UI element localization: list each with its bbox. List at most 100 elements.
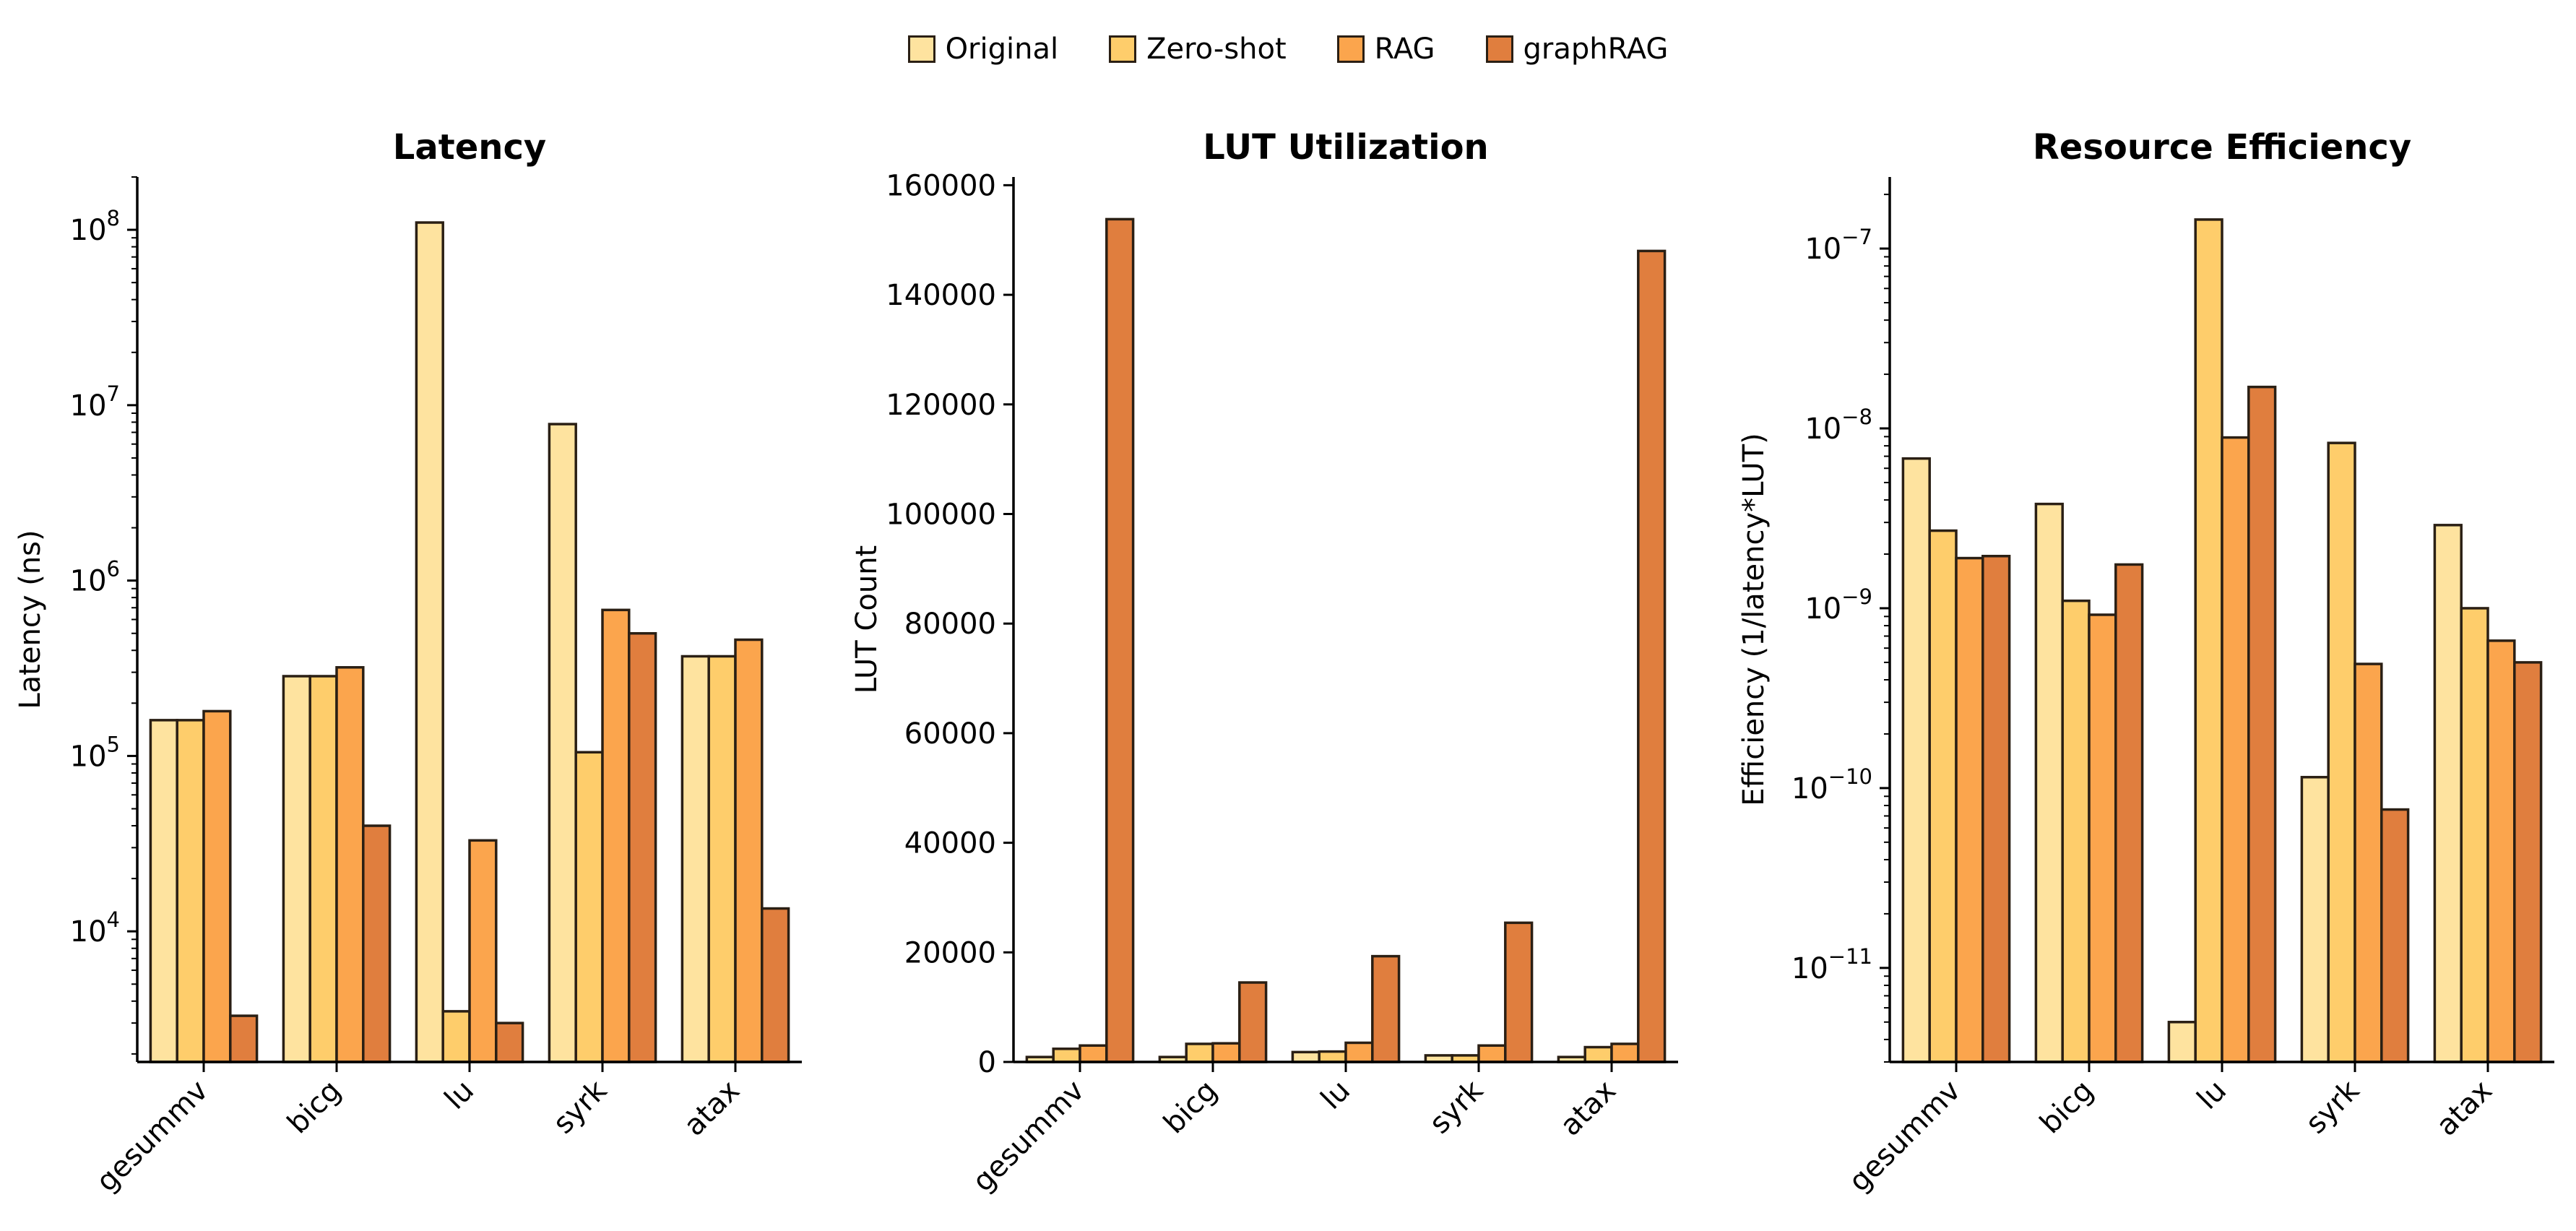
bar-resource-efficiency-lu-original <box>2167 1021 2197 1063</box>
y-tick-label-lut-utilization-8: 160000 <box>886 169 996 202</box>
bar-resource-efficiency-gesummv-rag <box>1955 556 1984 1063</box>
bar-lut-utilization-lu-graphrag <box>1371 954 1401 1063</box>
y-tick-label-resource-efficiency-0: 10−11 <box>1791 944 1872 985</box>
bar-resource-efficiency-syrk-rag <box>2354 662 2383 1063</box>
y-tick-label-lut-utilization-1: 20000 <box>904 936 996 969</box>
bar-lut-utilization-gesummv-graphrag <box>1105 217 1135 1063</box>
y-tick-label-latency-3: 107 <box>70 381 120 423</box>
bar-latency-bicg-rag <box>335 666 365 1063</box>
y-tick-label-latency-4: 108 <box>70 206 120 247</box>
y-tick-label-resource-efficiency-3: 10−8 <box>1805 405 1872 446</box>
x-tick-label-resource-efficiency-bicg: bicg <box>2033 1074 2100 1141</box>
bar-lut-utilization-bicg-rag <box>1211 1042 1241 1063</box>
bar-latency-gesummv-zero-shot <box>176 719 205 1063</box>
x-tick-label-lut-utilization-bicg: bicg <box>1157 1074 1224 1141</box>
x-tick-label-latency-syrk: syrk <box>547 1074 614 1141</box>
bar-lut-utilization-gesummv-rag <box>1079 1044 1108 1063</box>
legend-swatch-original <box>907 35 935 63</box>
bar-latency-gesummv-graphrag <box>229 1014 259 1063</box>
bar-lut-utilization-lu-original <box>1291 1050 1321 1063</box>
y-tick-label-resource-efficiency-1: 10−10 <box>1791 764 1872 805</box>
bar-resource-efficiency-bicg-original <box>2034 502 2064 1063</box>
x-tick-label-latency-lu: lu <box>438 1074 480 1116</box>
chart-legend: Original Zero-shot RAG graphRAG <box>0 29 2576 69</box>
bar-resource-efficiency-gesummv-graphrag <box>1981 554 2011 1063</box>
bar-latency-gesummv-original <box>149 719 178 1063</box>
bar-lut-utilization-bicg-graphrag <box>1238 981 1268 1063</box>
legend-item-zero-shot: Zero-shot <box>1109 33 1287 66</box>
y-tick-label-resource-efficiency-2: 10−9 <box>1805 584 1872 626</box>
y-tick-label-lut-utilization-6: 120000 <box>886 389 996 422</box>
bar-resource-efficiency-gesummv-original <box>1901 457 1931 1063</box>
y-tick-label-lut-utilization-0: 0 <box>978 1046 996 1079</box>
x-tick-label-latency-bicg: bicg <box>281 1074 347 1141</box>
panel-resource-efficiency: Resource Efficiency Efficiency (1/latency… <box>1737 127 2554 1198</box>
y-tick-label-resource-efficiency-4: 10−7 <box>1805 225 1872 266</box>
bar-latency-atax-rag <box>734 638 764 1063</box>
y-axis-label-latency: Latency (ns) <box>14 530 47 709</box>
bar-resource-efficiency-atax-rag <box>2486 639 2516 1063</box>
bar-lut-utilization-bicg-zero-shot <box>1185 1042 1214 1063</box>
bar-latency-lu-graphrag <box>495 1021 524 1063</box>
bar-resource-efficiency-lu-rag <box>2221 436 2250 1063</box>
bar-latency-atax-zero-shot <box>707 655 737 1063</box>
bar-latency-syrk-zero-shot <box>574 751 604 1063</box>
x-tick-label-lut-utilization-gesummv: gesummv <box>967 1074 1091 1198</box>
bar-latency-lu-zero-shot <box>441 1010 471 1063</box>
x-tick-label-resource-efficiency-lu: lu <box>2191 1074 2233 1116</box>
x-tick-label-resource-efficiency-syrk: syrk <box>2299 1074 2367 1141</box>
y-tick-label-lut-utilization-4: 80000 <box>904 608 996 641</box>
legend-item-rag: RAG <box>1336 33 1435 66</box>
bar-lut-utilization-syrk-rag <box>1477 1044 1507 1063</box>
bar-latency-syrk-rag <box>601 608 631 1063</box>
legend-item-original: Original <box>907 33 1059 66</box>
y-tick-label-lut-utilization-2: 40000 <box>904 827 996 860</box>
bar-lut-utilization-atax-graphrag <box>1637 249 1667 1063</box>
bar-latency-lu-original <box>415 221 444 1063</box>
bar-lut-utilization-atax-zero-shot <box>1583 1045 1613 1063</box>
legend-label-original: Original <box>945 33 1059 66</box>
bar-latency-syrk-original <box>548 423 577 1063</box>
y-axis-label-resource-efficiency: Efficiency (1/latency*LUT) <box>1737 433 1771 805</box>
y-tick-label-lut-utilization-3: 60000 <box>904 717 996 751</box>
bar-resource-efficiency-bicg-graphrag <box>2114 563 2144 1063</box>
x-tick-label-lut-utilization-atax: atax <box>1554 1074 1622 1143</box>
bar-latency-lu-rag <box>468 839 498 1063</box>
legend-swatch-rag <box>1336 35 1365 63</box>
y-tick-label-latency-0: 104 <box>70 907 120 949</box>
x-tick-label-resource-efficiency-gesummv: gesummv <box>1843 1074 1967 1198</box>
panel-lut-utilization: LUT Utilization LUT Count 0 20000 40000 60000… <box>850 127 1678 1198</box>
y-tick-label-latency-2: 106 <box>70 557 120 598</box>
bar-latency-atax-original <box>680 655 710 1063</box>
bar-resource-efficiency-syrk-zero-shot <box>2327 441 2356 1063</box>
y-tick-label-lut-utilization-7: 140000 <box>886 279 996 312</box>
bar-resource-efficiency-bicg-rag <box>2088 613 2117 1063</box>
chart-title-resource-efficiency: Resource Efficiency <box>2033 127 2411 168</box>
bar-latency-syrk-graphrag <box>628 631 657 1063</box>
bar-resource-efficiency-atax-original <box>2433 524 2463 1063</box>
chart-title-latency: Latency <box>393 127 546 168</box>
bar-latency-gesummv-rag <box>202 709 232 1063</box>
legend-label-graphrag: graphRAG <box>1523 33 1669 66</box>
bar-resource-efficiency-atax-zero-shot <box>2460 607 2489 1063</box>
x-tick-label-lut-utilization-syrk: syrk <box>1423 1074 1490 1141</box>
y-axis-label-lut-utilization: LUT Count <box>850 545 883 694</box>
bar-latency-bicg-graphrag <box>362 824 392 1063</box>
bar-resource-efficiency-bicg-zero-shot <box>2061 599 2091 1063</box>
legend-label-rag: RAG <box>1374 33 1435 66</box>
bar-resource-efficiency-lu-graphrag <box>2247 385 2277 1063</box>
legend-label-zero-shot: Zero-shot <box>1146 33 1287 66</box>
bar-latency-bicg-original <box>282 675 311 1063</box>
x-tick-label-latency-gesummv: gesummv <box>90 1074 215 1198</box>
bar-resource-efficiency-syrk-graphrag <box>2380 808 2410 1063</box>
legend-swatch-zero-shot <box>1109 35 1137 63</box>
bar-lut-utilization-lu-zero-shot <box>1318 1050 1347 1063</box>
y-tick-label-latency-1: 105 <box>70 732 120 773</box>
bar-resource-efficiency-gesummv-zero-shot <box>1928 529 1958 1063</box>
bar-latency-bicg-zero-shot <box>308 675 338 1063</box>
bar-resource-efficiency-atax-graphrag <box>2513 661 2543 1063</box>
panel-latency: Latency Latency (ns) 104 105 106 107 108 gesumm… <box>14 127 802 1198</box>
bar-resource-efficiency-lu-zero-shot <box>2194 218 2223 1063</box>
y-tick-label-lut-utilization-5: 100000 <box>886 498 996 531</box>
